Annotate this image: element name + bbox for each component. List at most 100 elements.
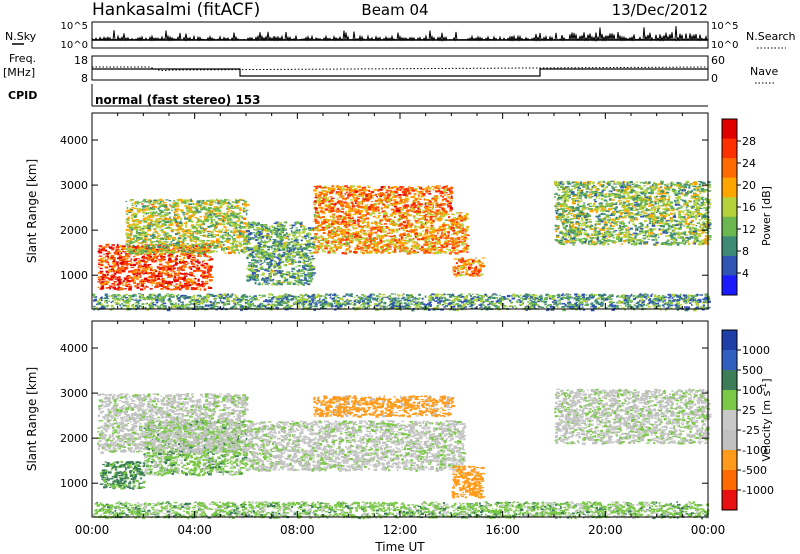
power-cell <box>153 248 157 251</box>
power-cell <box>126 264 128 267</box>
power-cell <box>98 278 101 281</box>
power-cell <box>188 254 192 258</box>
power-cell <box>201 273 205 275</box>
power-cell <box>287 243 291 245</box>
power-cell <box>282 231 284 233</box>
power-cell <box>173 267 176 270</box>
power-cell <box>132 214 135 217</box>
power-cell <box>209 256 212 258</box>
power-cell <box>142 286 145 288</box>
power-cell <box>157 272 161 274</box>
power-cell <box>157 271 161 274</box>
power-cell <box>254 275 258 277</box>
power-cell <box>239 222 244 224</box>
power-cell <box>220 244 223 247</box>
power-cell <box>319 193 324 195</box>
power-cell <box>173 237 177 239</box>
power-cell <box>407 221 410 224</box>
power-cell <box>306 255 309 257</box>
power-cell <box>281 248 284 251</box>
power-cell <box>230 205 233 208</box>
power-cell <box>186 279 189 281</box>
power-cell <box>199 270 204 272</box>
power-cell <box>187 262 190 264</box>
power-cell <box>426 207 430 209</box>
power-cell <box>337 220 340 222</box>
power-cell <box>174 258 178 261</box>
power-cell <box>168 280 171 283</box>
power-cell <box>263 256 267 259</box>
power-cell <box>122 284 126 286</box>
power-cell <box>134 252 137 255</box>
power-cell <box>127 229 130 231</box>
power-cell <box>171 229 175 231</box>
power-cell <box>232 231 236 234</box>
power-cell <box>203 252 206 254</box>
power-cell <box>400 212 403 214</box>
power-cell <box>277 281 281 284</box>
power-cell <box>173 203 177 205</box>
power-cell <box>314 219 318 221</box>
power-cell <box>301 282 304 284</box>
power-cell <box>265 253 269 256</box>
power-cell <box>270 259 274 262</box>
power-cell <box>173 244 175 247</box>
power-cell <box>165 266 169 268</box>
power-cell <box>98 251 102 254</box>
power-region-2 <box>246 221 317 286</box>
power-cell <box>439 203 443 207</box>
power-cell <box>409 208 411 212</box>
power-cell <box>201 248 204 250</box>
power-cell <box>380 192 385 195</box>
power-cell <box>125 250 128 253</box>
power-cell <box>135 220 139 222</box>
power-cell <box>202 234 205 237</box>
power-cell <box>193 240 197 243</box>
power-cell <box>375 226 380 229</box>
power-cell <box>235 215 238 219</box>
power-cell <box>336 221 340 224</box>
power-cell <box>115 248 120 251</box>
power-cell <box>343 216 347 218</box>
power-cell <box>414 210 418 213</box>
power-cell <box>218 229 221 232</box>
power-cell <box>284 236 288 240</box>
power-cell <box>178 267 181 269</box>
power-cell <box>100 249 104 252</box>
power-cell <box>120 258 124 261</box>
power-cell <box>427 250 431 252</box>
power-cell <box>341 207 345 209</box>
power-cell <box>432 220 435 223</box>
power-cell <box>188 216 192 220</box>
power-cell <box>280 224 284 227</box>
power-cell <box>370 192 372 195</box>
power-cell <box>151 211 154 214</box>
power-cell <box>180 241 185 243</box>
power-cell <box>175 263 178 266</box>
power-cell <box>297 271 300 274</box>
power-cell <box>203 207 206 209</box>
power-cell <box>141 227 145 229</box>
power-cell <box>141 265 144 268</box>
power-cell <box>101 246 105 249</box>
power-cell <box>347 219 352 222</box>
power-cell <box>407 241 410 244</box>
power-cell <box>128 263 132 265</box>
power-cell <box>312 272 317 274</box>
power-cell <box>149 268 153 272</box>
power-cell <box>177 226 181 229</box>
power-cell <box>117 251 120 253</box>
power-cell <box>199 226 202 229</box>
power-cell <box>157 245 161 248</box>
power-cell <box>254 229 258 231</box>
power-cell <box>125 284 129 286</box>
power-cell <box>147 229 151 232</box>
power-cell <box>150 213 153 215</box>
power-cell <box>132 275 137 278</box>
power-cell <box>322 192 326 195</box>
power-cell <box>132 223 135 225</box>
power-cell <box>183 265 187 268</box>
power-cell <box>168 221 171 223</box>
power-cell <box>226 246 230 250</box>
power-cell <box>340 200 343 203</box>
